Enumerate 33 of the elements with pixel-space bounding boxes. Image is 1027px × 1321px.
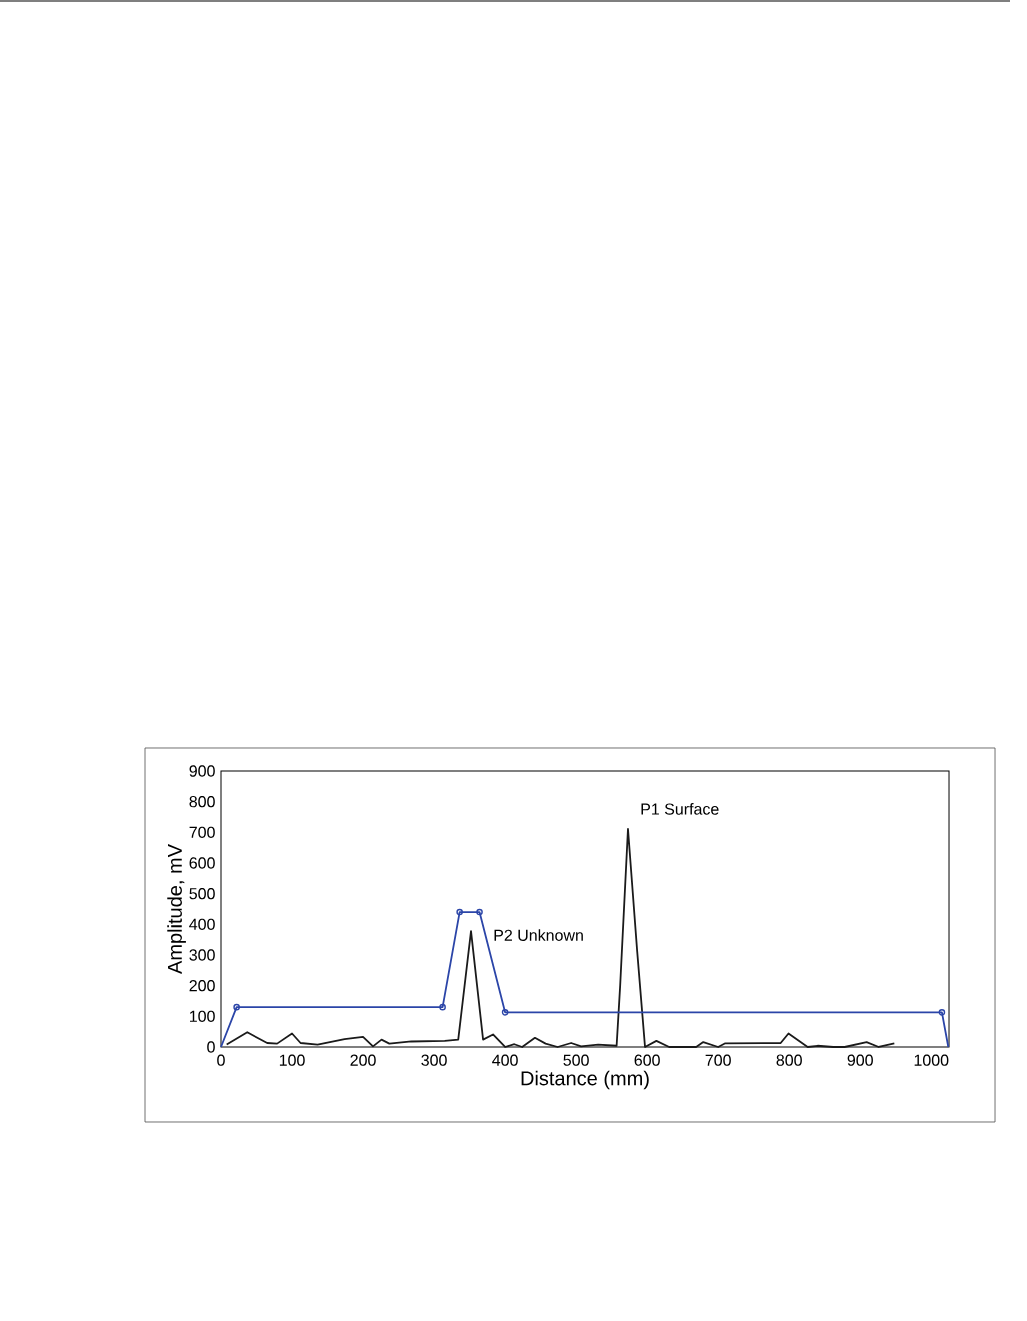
x-tick-label: 200 [350, 1054, 376, 1066]
x-tick-label: 900 [847, 1054, 873, 1066]
x-tick-label: 400 [492, 1054, 518, 1066]
y-tick-label: 400 [189, 918, 215, 930]
y-tick-label: 300 [189, 949, 215, 961]
y-tick-label: 600 [189, 857, 215, 869]
point [233, 1003, 240, 1011]
y-tick-label: 200 [189, 980, 215, 992]
y-tick-label: 100 [190, 1010, 215, 1022]
point [476, 908, 483, 916]
x-tick-label: 1000 [914, 1054, 949, 1066]
y-tick-label: 900 [189, 765, 215, 777]
y-tick-label: 700 [189, 826, 215, 838]
x-tick-label: 600 [634, 1054, 660, 1066]
line-series [225, 828, 896, 1048]
x-tick-label: 800 [776, 1054, 802, 1066]
y-axis-title: Amplitude, mV [167, 844, 186, 974]
x-tick-label: 700 [705, 1054, 731, 1066]
annotation: P1 Surface [641, 803, 719, 815]
line-series [220, 908, 950, 1048]
point [456, 908, 463, 916]
x-tick-label: 0 [217, 1054, 225, 1066]
y-tick-label: 800 [189, 796, 215, 808]
point [501, 1009, 509, 1016]
y-tick-label: 500 [189, 888, 215, 900]
x-axis-title: Distance (mm) [521, 1070, 649, 1090]
point [938, 1009, 946, 1016]
annotation: P2 Unknown [494, 929, 583, 941]
x-tick-label: 300 [421, 1054, 447, 1066]
x-tick-label: 500 [563, 1054, 589, 1066]
x-tick-label: 100 [279, 1054, 305, 1066]
point [439, 1003, 446, 1011]
y-tick-label: 0 [207, 1041, 215, 1053]
